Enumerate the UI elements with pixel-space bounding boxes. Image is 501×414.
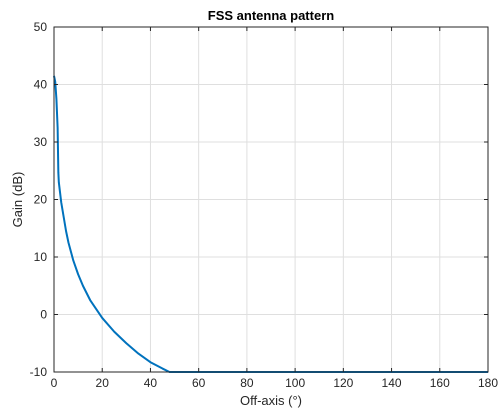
y-axis-label: Gain (dB) (10, 172, 25, 228)
x-tick-label: 120 (333, 376, 353, 390)
y-tick-label: 10 (34, 250, 48, 264)
x-tick-label: 40 (144, 376, 158, 390)
x-tick-label: 180 (478, 376, 498, 390)
x-tick-label: 100 (285, 376, 305, 390)
chart-title: FSS antenna pattern (208, 8, 334, 23)
x-tick-label: 80 (240, 376, 254, 390)
x-tick-label: 20 (96, 376, 110, 390)
y-tick-label: 50 (34, 20, 48, 34)
x-tick-label: 160 (430, 376, 450, 390)
y-tick-label: 0 (40, 308, 47, 322)
series-layer (53, 75, 488, 373)
x-axis-label: Off-axis (°) (240, 393, 302, 408)
y-tick-label: 30 (34, 135, 48, 149)
grid-lines (54, 27, 488, 372)
x-tick-label: 0 (51, 376, 58, 390)
series-line (53, 75, 488, 373)
y-tick-label: 20 (34, 193, 48, 207)
y-tick-label: -10 (30, 365, 48, 379)
x-tick-label: 60 (192, 376, 206, 390)
y-tick-label: 40 (34, 78, 48, 92)
x-tick-label: 140 (382, 376, 402, 390)
